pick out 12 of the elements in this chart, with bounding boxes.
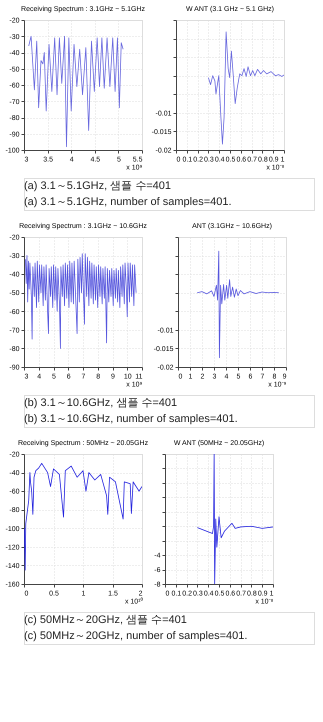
line-series <box>28 36 124 148</box>
text: (b) 3.1～10.6GHz, number of samples=401. <box>24 413 238 425</box>
line-series <box>24 462 142 570</box>
text: (c) 50MHz～20GHz, number of samples=401. <box>24 630 248 642</box>
text: (c) 50MHz～20GHz, 샘플 수=401 <box>24 614 187 626</box>
text: (a) 3.1～5.1GHz, number of samples=401. <box>24 196 232 208</box>
text: (b) 3.1～10.6GHz, 샘플 수=401 <box>24 397 178 409</box>
text: (a) 3.1～5.1GHz, 샘플 수=401 <box>24 180 172 192</box>
line-series <box>197 454 273 584</box>
line-series <box>208 31 284 144</box>
line-series <box>25 253 136 349</box>
line-series <box>196 250 280 358</box>
